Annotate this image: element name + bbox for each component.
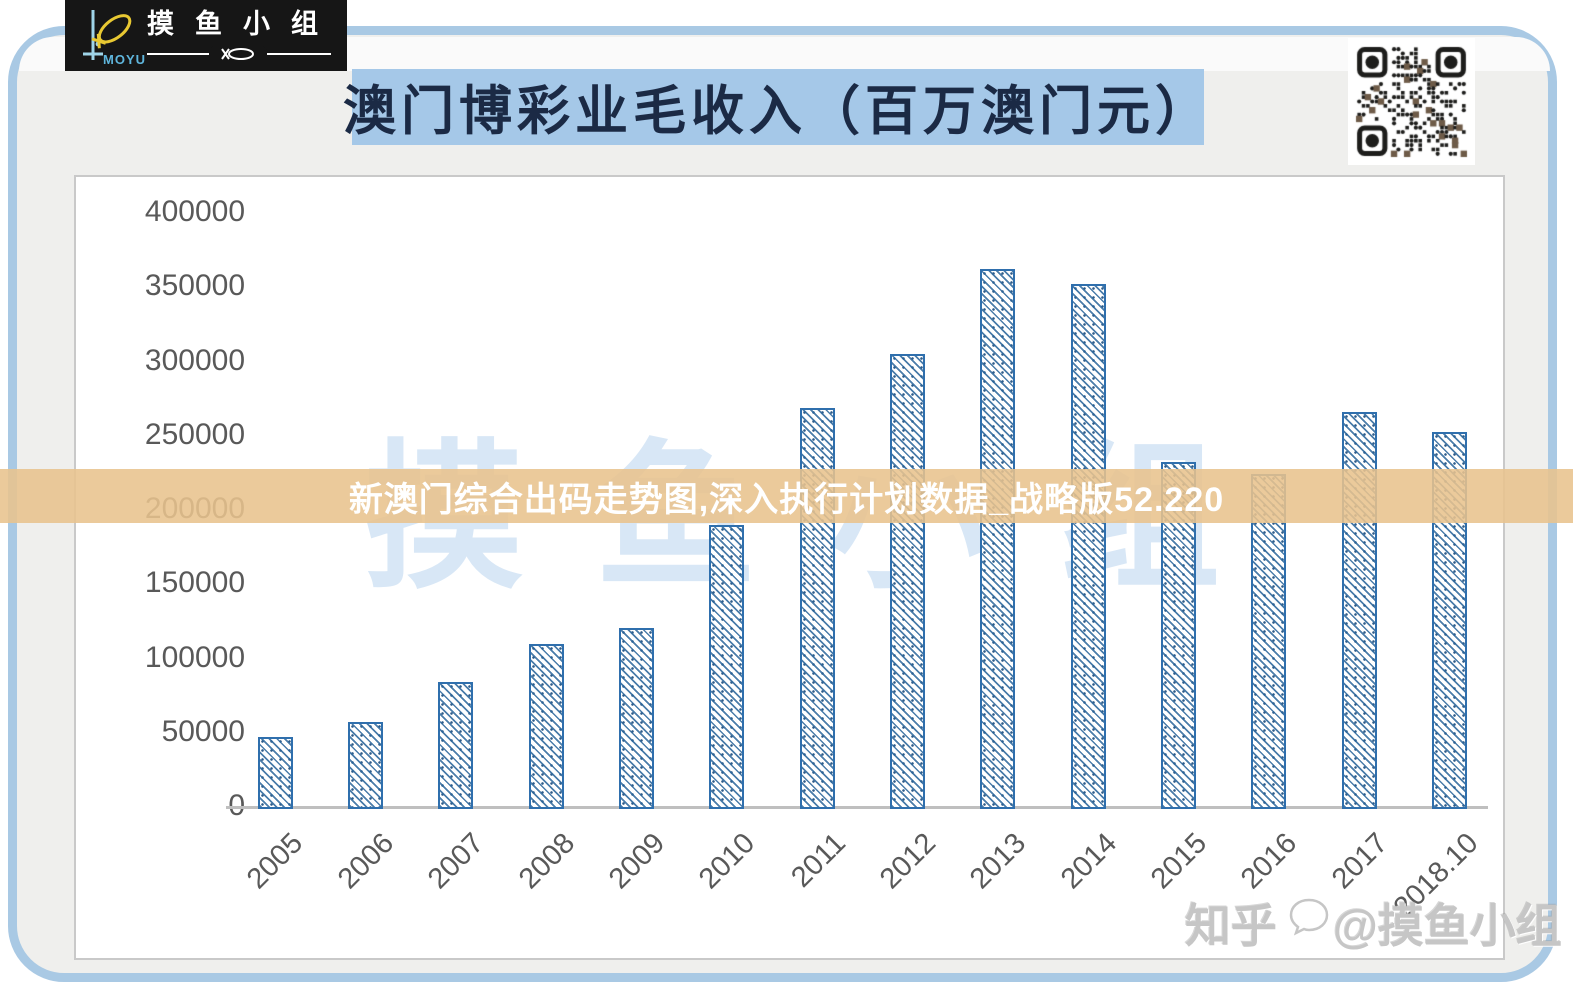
svg-text:MOYU: MOYU <box>103 52 146 67</box>
overlay-banner: 新澳门综合出码走势图,深入执行计划数据_战略版52.220 <box>0 469 1573 523</box>
overlay-banner-text: 新澳门综合出码走势图,深入执行计划数据_战略版52.220 <box>348 480 1225 519</box>
watermark-zhihu: 知乎 <box>1185 900 1277 952</box>
speech-bubble-icon <box>1289 898 1329 936</box>
chart-panel: 摸鱼小组 <box>74 175 1505 960</box>
moyu-logo: MOYU 摸鱼小组 <box>65 0 347 71</box>
fish-divider-icon <box>209 46 267 62</box>
chart-title: 澳门博彩业毛收入（百万澳门元） <box>343 82 1213 141</box>
fish-logo-icon: MOYU <box>83 10 146 67</box>
watermark-handle: @摸鱼小组 <box>1333 900 1562 952</box>
qr-code <box>1348 38 1475 165</box>
chart-title-banner: 澳门博彩业毛收入（百万澳门元） <box>343 69 1208 145</box>
bottom-watermark: 知乎 @摸鱼小组 <box>1185 890 1562 956</box>
logo-brand-chars: 摸鱼小组 <box>147 9 339 39</box>
logo-divider <box>147 46 339 62</box>
